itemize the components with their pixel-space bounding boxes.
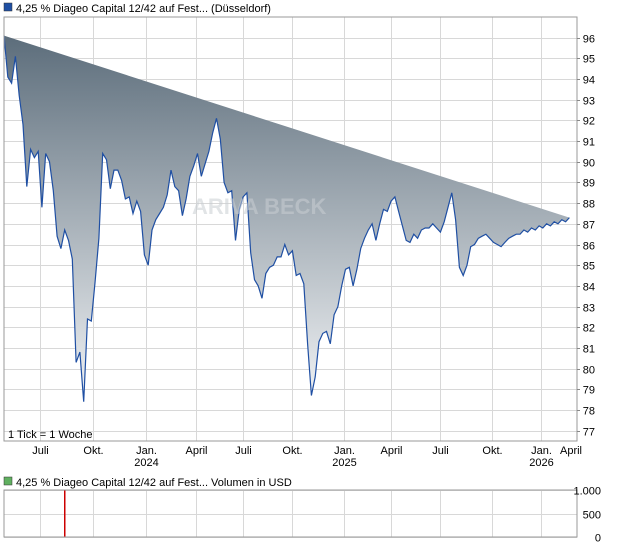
volume-y-tick-label: 0 [595, 533, 601, 545]
price-y-axis: 77 78 79 80 81 82 83 84 85 86 87 88 89 90 91 92 93 94 95 96 [577, 34, 595, 439]
y-tick-label: 96 [583, 34, 595, 46]
y-tick-label: 85 [583, 261, 595, 273]
y-tick-label: 92 [583, 116, 595, 128]
x-tick-label: Okt. [482, 445, 502, 457]
x-tick-year-label: 2025 [332, 457, 356, 469]
x-tick-label: April [560, 445, 582, 457]
y-tick-label: 86 [583, 241, 595, 253]
y-tick-label: 89 [583, 178, 595, 190]
y-tick-label: 87 [583, 220, 595, 232]
volume-y-tick-label: 1.000 [573, 486, 601, 498]
x-tick-year-label: 2024 [134, 457, 158, 469]
volume-bar [64, 490, 66, 537]
volume-y-tick-label: 500 [583, 510, 601, 522]
x-tick-label: Okt. [282, 445, 302, 457]
x-tick-label: Okt. [83, 445, 103, 457]
y-tick-label: 93 [583, 96, 595, 108]
price-line [3, 35, 570, 402]
price-legend: 4,25 % Diageo Capital 12/42 auf Fest... … [16, 3, 271, 15]
x-tick-label: Jan. [531, 445, 552, 457]
y-tick-label: 91 [583, 137, 595, 149]
x-tick-label: Juli [235, 445, 252, 457]
y-tick-label: 80 [583, 365, 595, 377]
x-tick-label: Juli [32, 445, 49, 457]
watermark: ARIVA BECK [192, 194, 327, 219]
y-tick-label: 88 [583, 199, 595, 211]
y-tick-label: 90 [583, 158, 595, 170]
y-tick-label: 84 [583, 282, 595, 294]
y-tick-label: 83 [583, 303, 595, 315]
x-tick-label: Jan. [334, 445, 355, 457]
volume-plot-frame [3, 489, 578, 538]
volume-legend-swatch [3, 476, 13, 486]
price-plot-frame [3, 16, 578, 442]
x-tick-label: Jan. [136, 445, 157, 457]
y-tick-label: 78 [583, 406, 595, 418]
price-legend-swatch [3, 2, 13, 12]
y-tick-label: 79 [583, 385, 595, 397]
y-tick-label: 94 [583, 75, 595, 87]
y-tick-label: 81 [583, 344, 595, 356]
volume-y-axis: 0 500 1.000 [573, 486, 601, 545]
tick-note: 1 Tick = 1 Woche [8, 429, 92, 441]
x-tick-label: Juli [432, 445, 449, 457]
y-tick-label: 82 [583, 323, 595, 335]
x-tick-year-label: 2026 [529, 457, 553, 469]
volume-legend: 4,25 % Diageo Capital 12/42 auf Fest... … [16, 477, 292, 489]
x-tick-label: April [185, 445, 207, 457]
x-tick-label: April [380, 445, 402, 457]
volume-bars [64, 490, 66, 537]
volume-grid [4, 490, 577, 538]
y-tick-label: 77 [583, 427, 595, 439]
y-tick-label: 95 [583, 54, 595, 66]
price-area [4, 35, 570, 402]
